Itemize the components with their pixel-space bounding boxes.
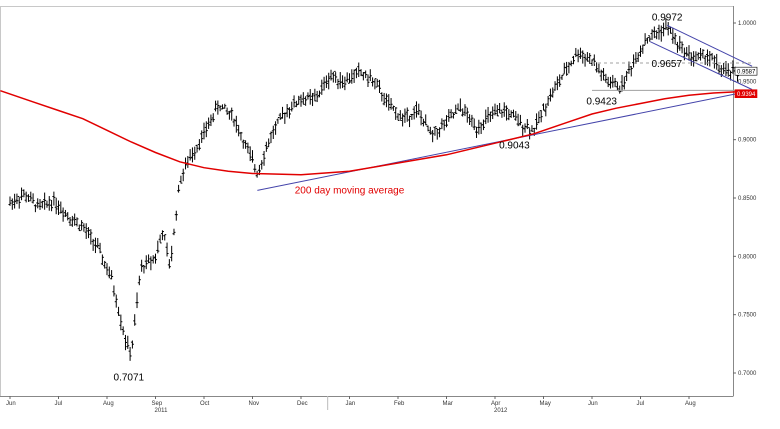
last-value-label: 0.9394 — [737, 92, 756, 98]
x-tick-label: Dec — [297, 401, 308, 407]
x-tick-label: Jun — [588, 401, 598, 407]
x-tick-label: Feb — [394, 401, 405, 407]
x-tick-label: Apr — [491, 401, 500, 407]
x-tick-label: Sep — [152, 401, 163, 407]
x-tick-label: Aug — [103, 401, 114, 407]
x-year-label: 2012 — [494, 408, 508, 414]
last-value-tag — [734, 89, 758, 98]
x-tick-label: Jan — [346, 401, 356, 407]
x-tick-label: Mar — [443, 401, 453, 407]
last-value-tag — [734, 66, 758, 76]
x-tick-label: May — [540, 401, 551, 407]
x-tick-label: Jul — [637, 401, 645, 407]
x-tick-label: Jun — [6, 401, 16, 407]
y-tick-label: 0.9500 — [738, 79, 757, 85]
moving-average-line — [0, 89, 738, 176]
plot-frame — [0, 6, 734, 397]
price-annotation: 0.9423 — [586, 96, 617, 107]
x-tick-label: Oct — [200, 401, 210, 407]
price-annotation: 0.9043 — [499, 141, 530, 152]
y-tick-label: 0.7500 — [738, 313, 757, 319]
trendline-channel-top — [666, 24, 753, 67]
trendline-channel-bottom — [649, 41, 753, 90]
price-annotation: 0.7071 — [114, 373, 145, 384]
last-value-label: 0.9587 — [737, 69, 756, 75]
moving-average-label: 200 day moving average — [295, 186, 405, 197]
y-tick-label: 1.0000 — [738, 21, 757, 27]
y-tick-label: 0.9000 — [738, 138, 757, 144]
price-annotation: 0.9657 — [651, 59, 682, 70]
y-tick-label: 0.8000 — [738, 254, 757, 260]
x-tick-label: Aug — [685, 401, 696, 407]
x-year-label: 2011 — [155, 408, 169, 414]
y-tick-label: 0.7000 — [738, 371, 757, 377]
x-tick-label: Jul — [55, 401, 63, 407]
y-tick-label: 0.8500 — [738, 196, 757, 202]
x-tick-label: Nov — [249, 401, 260, 407]
price-annotation: 0.9972 — [652, 12, 683, 23]
